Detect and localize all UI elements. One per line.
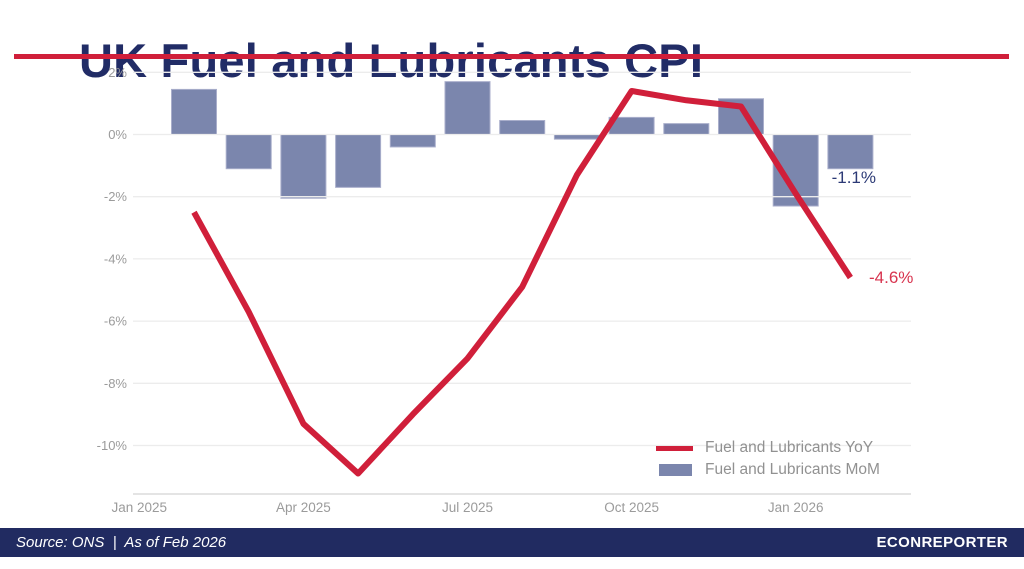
mom-bar xyxy=(335,134,382,188)
mom-bar xyxy=(663,123,710,135)
mom-bar xyxy=(280,134,327,199)
mom-bar xyxy=(553,134,600,140)
yoy-line xyxy=(191,87,853,477)
mom-bar xyxy=(499,120,546,135)
source-note: Source: ONS | As of Feb 2026 xyxy=(16,534,227,551)
legend-item-mom: Fuel and Lubricants MoM xyxy=(653,459,880,481)
legend-item-yoy: Fuel and Lubricants YoY xyxy=(653,437,880,459)
mom-bar-swatch-icon xyxy=(659,464,692,476)
y-tick-label: -2% xyxy=(104,189,128,204)
brand-name: ECONREPORTER xyxy=(876,534,1008,551)
y-tick-label: -8% xyxy=(104,376,128,391)
title-divider xyxy=(14,54,1009,59)
chart-legend: Fuel and Lubricants YoY Fuel and Lubrica… xyxy=(653,437,880,481)
y-tick-label: 2% xyxy=(108,65,127,80)
y-tick-label: -4% xyxy=(104,251,128,266)
yoy-line-swatch-icon xyxy=(656,445,693,451)
yoy-data-label: -4.6% xyxy=(869,268,914,287)
y-tick-label: 0% xyxy=(108,127,127,142)
legend-label-yoy: Fuel and Lubricants YoY xyxy=(705,439,874,456)
x-tick-label: Apr 2025 xyxy=(276,500,331,515)
x-tick-label: Oct 2025 xyxy=(604,500,659,515)
x-tick-label: Jan 2025 xyxy=(112,500,168,515)
y-tick-label: -10% xyxy=(97,438,128,453)
mom-bar xyxy=(225,134,272,170)
footer-bar: Source: ONS | As of Feb 2026 ECONREPORTE… xyxy=(0,528,1024,557)
mom-bar xyxy=(389,134,436,148)
y-tick-label: -6% xyxy=(104,314,128,329)
page-title: UK Fuel and Lubricants CPI xyxy=(79,34,704,88)
mom-bar xyxy=(827,134,874,170)
mom-bar xyxy=(171,88,217,135)
legend-label-mom: Fuel and Lubricants MoM xyxy=(705,461,880,478)
x-tick-label: Jan 2026 xyxy=(768,500,824,515)
mom-bar xyxy=(444,81,491,135)
mom-data-label: -1.1% xyxy=(831,168,876,187)
x-tick-label: Jul 2025 xyxy=(442,500,493,515)
